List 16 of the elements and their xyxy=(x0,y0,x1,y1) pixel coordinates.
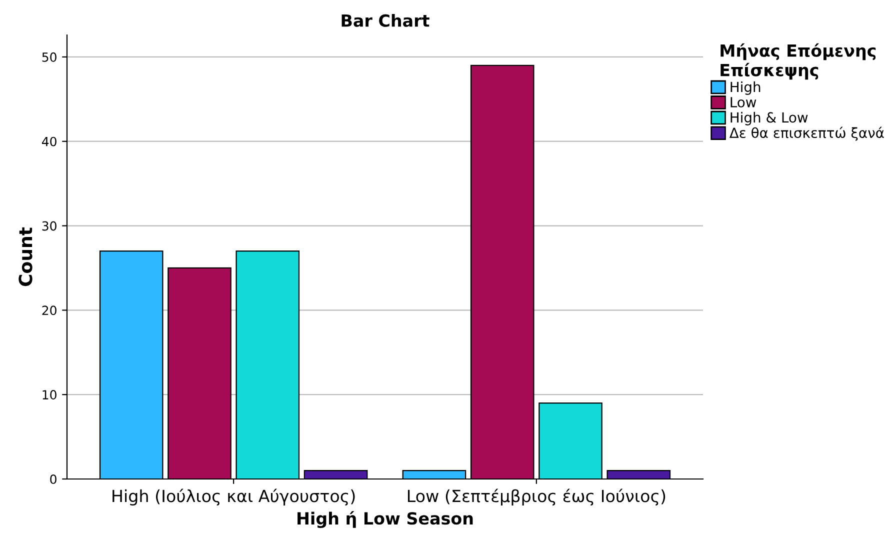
legend-label: High & Low xyxy=(730,112,808,126)
legend-label: Δε θα επισκεπτώ ξανά xyxy=(729,126,884,141)
x-tick-label: High (Ιούλιος και Αύγουστος) xyxy=(112,488,355,506)
chart-title: Bar Chart xyxy=(342,14,430,27)
y-tick-label: 20 xyxy=(42,306,56,316)
legend-title: Μήνας Επόμενης Επίσκεψης xyxy=(720,43,876,80)
legend-label: High xyxy=(730,81,760,95)
y-tick-label: 10 xyxy=(42,390,56,400)
y-tick-label: 30 xyxy=(42,221,56,231)
x-tick-label: Low (Σεπτέμβριος έως Ιούνιος) xyxy=(408,488,666,506)
y-tick-label: 40 xyxy=(42,136,56,146)
y-tick-label: 50 xyxy=(42,52,56,62)
y-axis-title: Count xyxy=(18,227,32,286)
y-tick-label: 0 xyxy=(50,474,56,484)
legend-label: Low xyxy=(730,97,756,108)
x-axis-title: High ή Low Season xyxy=(298,511,473,528)
